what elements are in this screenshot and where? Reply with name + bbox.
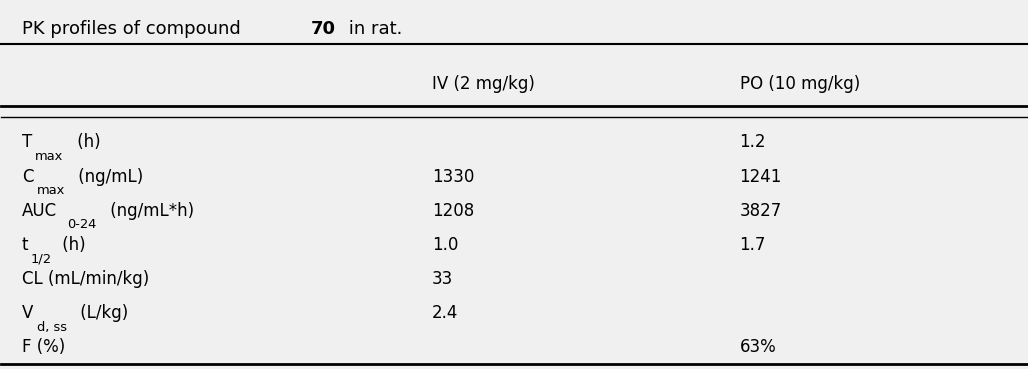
Text: (ng/mL*h): (ng/mL*h) bbox=[105, 202, 194, 220]
Text: C: C bbox=[22, 168, 33, 186]
Text: 1.7: 1.7 bbox=[739, 236, 766, 254]
Text: 70: 70 bbox=[310, 20, 336, 38]
Text: 1.0: 1.0 bbox=[432, 236, 458, 254]
Text: (L/kg): (L/kg) bbox=[75, 304, 128, 322]
Text: PK profiles of compound: PK profiles of compound bbox=[22, 20, 247, 38]
Text: 1241: 1241 bbox=[739, 168, 782, 186]
Text: 0-24: 0-24 bbox=[67, 218, 97, 231]
Text: 2.4: 2.4 bbox=[432, 304, 458, 322]
Text: T: T bbox=[22, 133, 32, 151]
Text: t: t bbox=[22, 236, 29, 254]
Text: V: V bbox=[22, 304, 33, 322]
Text: 33: 33 bbox=[432, 270, 453, 288]
Text: in rat.: in rat. bbox=[343, 20, 402, 38]
Text: 1208: 1208 bbox=[432, 202, 474, 220]
Text: 1330: 1330 bbox=[432, 168, 474, 186]
Text: (h): (h) bbox=[58, 236, 86, 254]
Text: 1/2: 1/2 bbox=[30, 252, 51, 265]
Text: 63%: 63% bbox=[739, 338, 776, 356]
Text: max: max bbox=[35, 150, 64, 163]
Text: PO (10 mg/kg): PO (10 mg/kg) bbox=[739, 75, 859, 93]
Text: F (%): F (%) bbox=[22, 338, 65, 356]
Text: IV (2 mg/kg): IV (2 mg/kg) bbox=[432, 75, 535, 93]
Text: (h): (h) bbox=[72, 133, 100, 151]
Text: 3827: 3827 bbox=[739, 202, 782, 220]
Text: max: max bbox=[37, 184, 65, 197]
Text: (ng/mL): (ng/mL) bbox=[73, 168, 144, 186]
Text: CL (mL/min/kg): CL (mL/min/kg) bbox=[22, 270, 149, 288]
Text: 1.2: 1.2 bbox=[739, 133, 766, 151]
Text: AUC: AUC bbox=[22, 202, 57, 220]
Text: d, ss: d, ss bbox=[37, 321, 67, 334]
